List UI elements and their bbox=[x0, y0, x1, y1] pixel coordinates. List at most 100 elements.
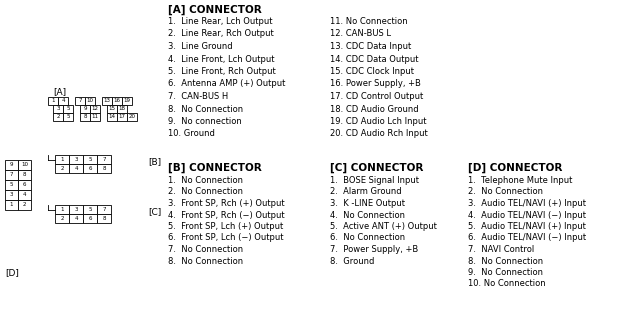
Text: 16. Power Supply, +B: 16. Power Supply, +B bbox=[330, 80, 421, 89]
Text: 7.  No Connection: 7. No Connection bbox=[168, 245, 243, 254]
Bar bbox=[90, 113, 100, 121]
Bar bbox=[117, 113, 127, 121]
Bar bbox=[69, 214, 83, 223]
Text: 3.  K -LINE Output: 3. K -LINE Output bbox=[330, 199, 405, 208]
Bar bbox=[5, 190, 18, 200]
Text: 15: 15 bbox=[109, 107, 115, 111]
Bar bbox=[127, 113, 137, 121]
Text: 5.  Audio TEL/NAVI (+) Input: 5. Audio TEL/NAVI (+) Input bbox=[468, 222, 586, 231]
Text: 2: 2 bbox=[60, 216, 64, 221]
Text: 7: 7 bbox=[102, 207, 106, 212]
Text: 18: 18 bbox=[118, 107, 125, 111]
Text: 7: 7 bbox=[78, 99, 81, 103]
Text: 7: 7 bbox=[10, 172, 13, 178]
Text: 1.  No Connection: 1. No Connection bbox=[168, 176, 243, 185]
Text: 8: 8 bbox=[23, 172, 27, 178]
Text: 18. CD Audio Ground: 18. CD Audio Ground bbox=[330, 105, 418, 114]
Bar bbox=[117, 105, 127, 113]
Bar bbox=[80, 105, 90, 113]
Text: 6.  Front SP, Lch (−) Output: 6. Front SP, Lch (−) Output bbox=[168, 233, 283, 242]
Text: 4.  Audio TEL/NAVI (−) Input: 4. Audio TEL/NAVI (−) Input bbox=[468, 211, 586, 220]
Text: 20: 20 bbox=[128, 115, 136, 119]
Text: 1: 1 bbox=[60, 207, 64, 212]
Text: [D] CONNECTOR: [D] CONNECTOR bbox=[468, 163, 562, 173]
Text: 4: 4 bbox=[23, 193, 27, 197]
Text: 4: 4 bbox=[61, 99, 65, 103]
Text: [B]: [B] bbox=[148, 158, 161, 167]
Bar bbox=[97, 205, 111, 214]
Text: 7.  CAN-BUS H: 7. CAN-BUS H bbox=[168, 92, 228, 101]
Bar bbox=[18, 200, 31, 210]
Text: 2: 2 bbox=[60, 166, 64, 171]
Bar bbox=[112, 97, 122, 105]
Text: 2.  No Connection: 2. No Connection bbox=[168, 187, 243, 196]
Text: 4: 4 bbox=[74, 216, 78, 221]
Bar bbox=[97, 155, 111, 164]
Text: 6.  Audio TEL/NAVI (−) Input: 6. Audio TEL/NAVI (−) Input bbox=[468, 233, 586, 242]
Text: 8.  No Connection: 8. No Connection bbox=[168, 256, 243, 265]
Text: 17: 17 bbox=[118, 115, 125, 119]
Text: 5: 5 bbox=[10, 183, 13, 187]
Text: 19. CD Audio Lch Input: 19. CD Audio Lch Input bbox=[330, 117, 426, 126]
Text: 9: 9 bbox=[83, 107, 87, 111]
Text: 5.  Line Front, Rch Output: 5. Line Front, Rch Output bbox=[168, 67, 276, 76]
Text: 3: 3 bbox=[10, 193, 13, 197]
Text: 11: 11 bbox=[91, 115, 99, 119]
Text: 3: 3 bbox=[56, 107, 60, 111]
Text: 13. CDC Data Input: 13. CDC Data Input bbox=[330, 42, 412, 51]
Text: 20. CD Audio Rch Input: 20. CD Audio Rch Input bbox=[330, 129, 428, 138]
Text: 8.  No Connection: 8. No Connection bbox=[168, 105, 243, 114]
Text: [A] CONNECTOR: [A] CONNECTOR bbox=[168, 5, 262, 15]
Text: 2: 2 bbox=[23, 203, 27, 207]
Text: 9: 9 bbox=[10, 162, 13, 168]
Text: 13: 13 bbox=[104, 99, 110, 103]
Bar bbox=[55, 155, 69, 164]
Text: 8: 8 bbox=[102, 166, 106, 171]
Text: 1.  Line Rear, Lch Output: 1. Line Rear, Lch Output bbox=[168, 17, 273, 26]
Text: 5: 5 bbox=[66, 107, 70, 111]
Bar bbox=[55, 205, 69, 214]
Text: 1: 1 bbox=[51, 99, 55, 103]
Text: 8.  No Connection: 8. No Connection bbox=[468, 256, 543, 265]
Text: 1.  Telephone Mute Input: 1. Telephone Mute Input bbox=[468, 176, 573, 185]
Bar bbox=[5, 200, 18, 210]
Bar bbox=[83, 155, 97, 164]
Bar bbox=[107, 113, 117, 121]
Text: 3: 3 bbox=[74, 207, 78, 212]
Text: 11. No Connection: 11. No Connection bbox=[330, 17, 408, 26]
Bar bbox=[97, 214, 111, 223]
Text: 2: 2 bbox=[56, 115, 60, 119]
Text: 8.  Ground: 8. Ground bbox=[330, 256, 375, 265]
Text: 6.  No Connection: 6. No Connection bbox=[330, 233, 405, 242]
Bar bbox=[97, 164, 111, 173]
Text: 14. CDC Data Output: 14. CDC Data Output bbox=[330, 55, 418, 64]
Bar bbox=[69, 164, 83, 173]
Bar bbox=[83, 164, 97, 173]
Text: 2.  Line Rear, Rch Output: 2. Line Rear, Rch Output bbox=[168, 30, 274, 39]
Text: 12: 12 bbox=[91, 107, 99, 111]
Text: 1: 1 bbox=[10, 203, 13, 207]
Text: 6: 6 bbox=[88, 166, 92, 171]
Text: 5: 5 bbox=[66, 115, 70, 119]
Text: 10: 10 bbox=[86, 99, 94, 103]
Bar bbox=[90, 105, 100, 113]
Text: 8: 8 bbox=[102, 216, 106, 221]
Bar bbox=[102, 97, 112, 105]
Text: 1.  BOSE Signal Input: 1. BOSE Signal Input bbox=[330, 176, 419, 185]
Bar bbox=[58, 97, 68, 105]
Text: 2.  No Connection: 2. No Connection bbox=[468, 187, 543, 196]
Text: 3.  Line Ground: 3. Line Ground bbox=[168, 42, 233, 51]
Bar bbox=[122, 97, 132, 105]
Bar bbox=[75, 97, 85, 105]
Text: 2.  Alarm Ground: 2. Alarm Ground bbox=[330, 187, 402, 196]
Text: 10. Ground: 10. Ground bbox=[168, 129, 215, 138]
Text: 15. CDC Clock Input: 15. CDC Clock Input bbox=[330, 67, 414, 76]
Bar bbox=[83, 214, 97, 223]
Text: 12. CAN-BUS L: 12. CAN-BUS L bbox=[330, 30, 391, 39]
Text: [D]: [D] bbox=[5, 268, 19, 277]
Text: 3: 3 bbox=[74, 157, 78, 162]
Text: [B] CONNECTOR: [B] CONNECTOR bbox=[168, 163, 262, 173]
Text: [C] CONNECTOR: [C] CONNECTOR bbox=[330, 163, 423, 173]
Text: 4.  No Connection: 4. No Connection bbox=[330, 211, 405, 220]
Text: 5: 5 bbox=[88, 207, 92, 212]
